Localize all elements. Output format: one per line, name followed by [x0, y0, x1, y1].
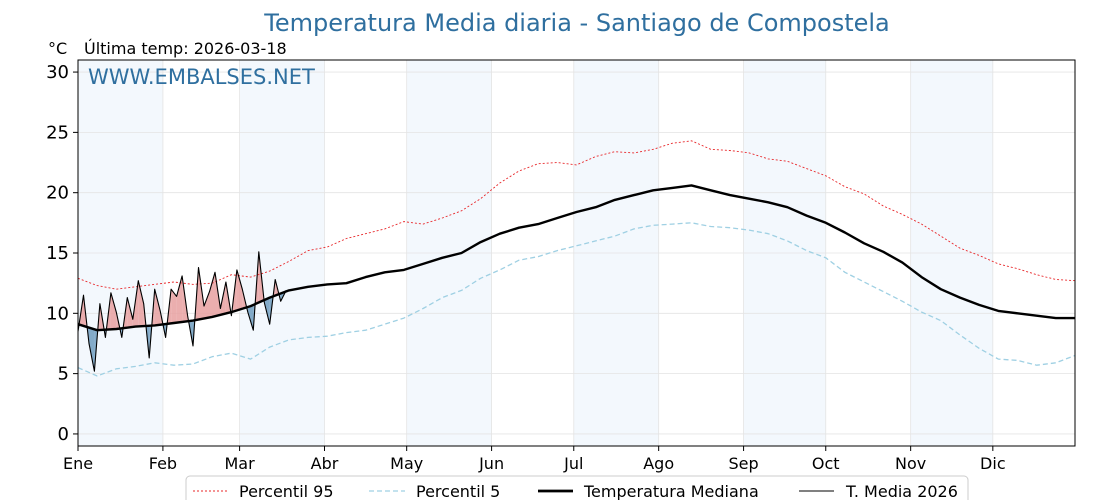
x-tick-label-may: May	[390, 454, 423, 473]
series-line-current	[77, 251, 287, 372]
x-axis: Ene Feb Mar Abr May Jun Jul Ago Sep Oct Nov Dic	[63, 446, 1006, 473]
y-tick-label-15: 15	[46, 243, 69, 264]
x-tick-label-ago: Ago	[643, 454, 674, 473]
above-median-fill	[204, 291, 210, 319]
above-median-fill	[110, 292, 117, 330]
x-tick-label-mar: Mar	[225, 454, 256, 473]
y-axis: 0 5 10 15 20 25 30	[46, 62, 78, 445]
legend-label-median: Temperatura Mediana	[583, 482, 759, 500]
legend-label-current: T. Media 2026	[845, 482, 958, 500]
y-tick-label-25: 25	[46, 122, 69, 143]
above-median-fill	[138, 280, 144, 327]
above-median-fill	[236, 269, 243, 311]
legend-label-p95: Percentil 95	[239, 482, 334, 500]
y-tick-label-5: 5	[58, 364, 69, 385]
chart-title: Temperatura Media diaria - Santiago de C…	[263, 9, 890, 37]
x-tick-label-nov: Nov	[895, 454, 926, 473]
x-tick-label-oct: Oct	[812, 454, 840, 473]
x-tick-label-jun: Jun	[478, 454, 504, 473]
x-tick-label-jul: Jul	[563, 454, 583, 473]
series-line-median	[77, 184, 1075, 332]
legend-label-p5: Percentil 5	[416, 482, 500, 500]
series-line-p5	[77, 222, 1076, 377]
y-tick-label-0: 0	[58, 424, 69, 445]
x-tick-label-ene: Ene	[63, 454, 93, 473]
y-tick-label-20: 20	[46, 183, 69, 204]
x-tick-label-feb: Feb	[149, 454, 177, 473]
above-median-fill	[209, 272, 215, 318]
legend: Percentil 95 Percentil 5 Temperatura Med…	[185, 475, 969, 500]
series-line-p95	[77, 140, 1076, 290]
above-median-fill	[176, 275, 183, 323]
y-unit-label: °C	[48, 39, 67, 58]
x-tick-label-abr: Abr	[311, 454, 339, 473]
series-lines	[77, 140, 1076, 377]
y-tick-label-10: 10	[46, 303, 69, 324]
watermark: WWW.EMBALSES.NET	[88, 65, 315, 89]
below-median-fill	[89, 327, 95, 372]
legend-box	[185, 475, 969, 500]
above-median-fill	[171, 289, 177, 324]
y-tick-label-30: 30	[46, 62, 69, 83]
grid-lines	[77, 60, 1075, 446]
above-median-fill	[154, 289, 161, 326]
x-tick-label-sep: Sep	[729, 454, 759, 473]
chart-subtitle: Última temp: 2026-03-18	[84, 39, 287, 58]
x-tick-label-dic: Dic	[980, 454, 1006, 473]
